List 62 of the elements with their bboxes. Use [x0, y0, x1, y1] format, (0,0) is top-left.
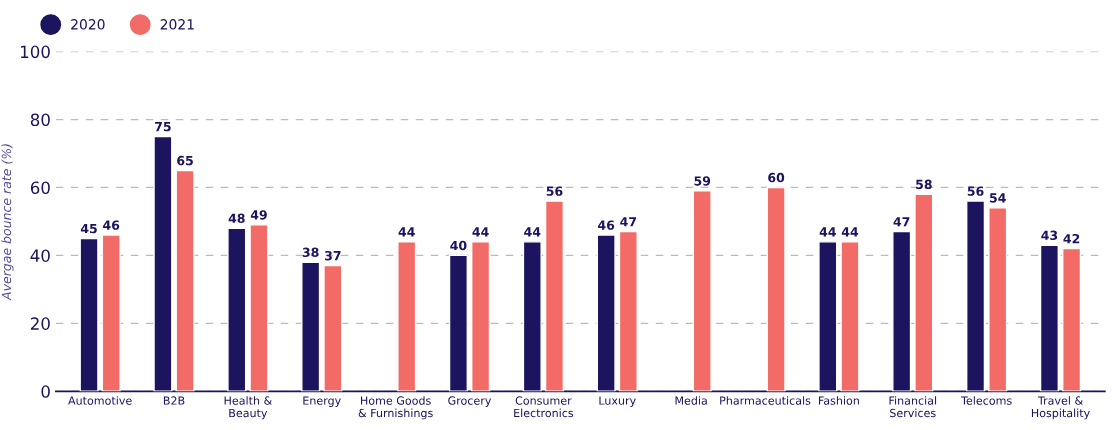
data-label: 44 [472, 227, 489, 237]
y-tick-label: 0 [41, 385, 50, 398]
data-label: 49 [250, 210, 267, 220]
bar [840, 241, 860, 392]
data-label: 59 [694, 176, 711, 186]
data-label: 58 [916, 179, 932, 190]
legend-label: 2021 [160, 19, 194, 30]
bar [101, 234, 121, 392]
data-label: 65 [177, 155, 193, 166]
x-tick-label: Pharmaceuticals [720, 396, 811, 405]
data-label: 75 [155, 122, 171, 132]
data-label: 38 [302, 247, 319, 258]
bar [249, 224, 269, 392]
data-label: 60 [768, 172, 785, 183]
y-tick-label: 40 [30, 249, 50, 262]
data-label: 42 [1063, 233, 1080, 244]
data-label: 56 [967, 186, 984, 196]
y-tick-label: 60 [30, 181, 50, 195]
x-tick-label: Home Goods & Furnishings [358, 396, 433, 420]
data-label: 48 [228, 213, 245, 224]
data-label: 44 [524, 227, 541, 237]
bar [397, 241, 417, 392]
data-label: 45 [80, 223, 97, 234]
data-label: 54 [989, 193, 1006, 203]
y-tick-label: 100 [20, 45, 50, 59]
bar [471, 241, 491, 392]
data-label: 44 [819, 227, 836, 237]
x-tick-label: Financial Services [889, 396, 937, 418]
bar [988, 207, 1008, 392]
x-tick-label: Media [675, 396, 707, 405]
x-tick-label: B2B [163, 396, 185, 405]
data-label: 44 [398, 227, 415, 237]
bar [1062, 247, 1082, 392]
bar [766, 186, 786, 392]
bar [323, 264, 343, 392]
bar [692, 190, 712, 392]
bar [544, 200, 565, 392]
x-tick-label: Luxury [599, 396, 636, 407]
x-tick-label: Travel & Hospitality [1031, 396, 1090, 420]
y-tick-label: 80 [30, 113, 50, 127]
data-label: 56 [546, 186, 563, 196]
y-axis-title: Avergae bounce rate (%) [1, 144, 14, 301]
data-label: 47 [893, 217, 910, 227]
data-label: 44 [841, 227, 859, 237]
x-tick-label: Fashion [819, 396, 859, 405]
data-label: 47 [620, 217, 637, 227]
data-label: 43 [1041, 230, 1058, 241]
data-label: 40 [450, 240, 467, 251]
x-tick-label: Health & Beauty [224, 396, 272, 420]
data-label: 46 [103, 220, 120, 230]
data-label: 46 [598, 220, 615, 230]
bar [618, 230, 638, 392]
x-tick-label: Grocery [448, 396, 492, 407]
legend-label: 2020 [71, 19, 105, 30]
x-tick-label: Telecoms [961, 396, 1012, 405]
x-tick-label: Consumer Electronics [514, 396, 574, 418]
bar [914, 193, 934, 392]
y-tick-label: 20 [30, 317, 50, 330]
x-tick-label: Energy [303, 396, 341, 407]
bar [175, 169, 195, 392]
data-label: 37 [324, 250, 341, 261]
x-tick-label: Automotive [68, 396, 132, 405]
